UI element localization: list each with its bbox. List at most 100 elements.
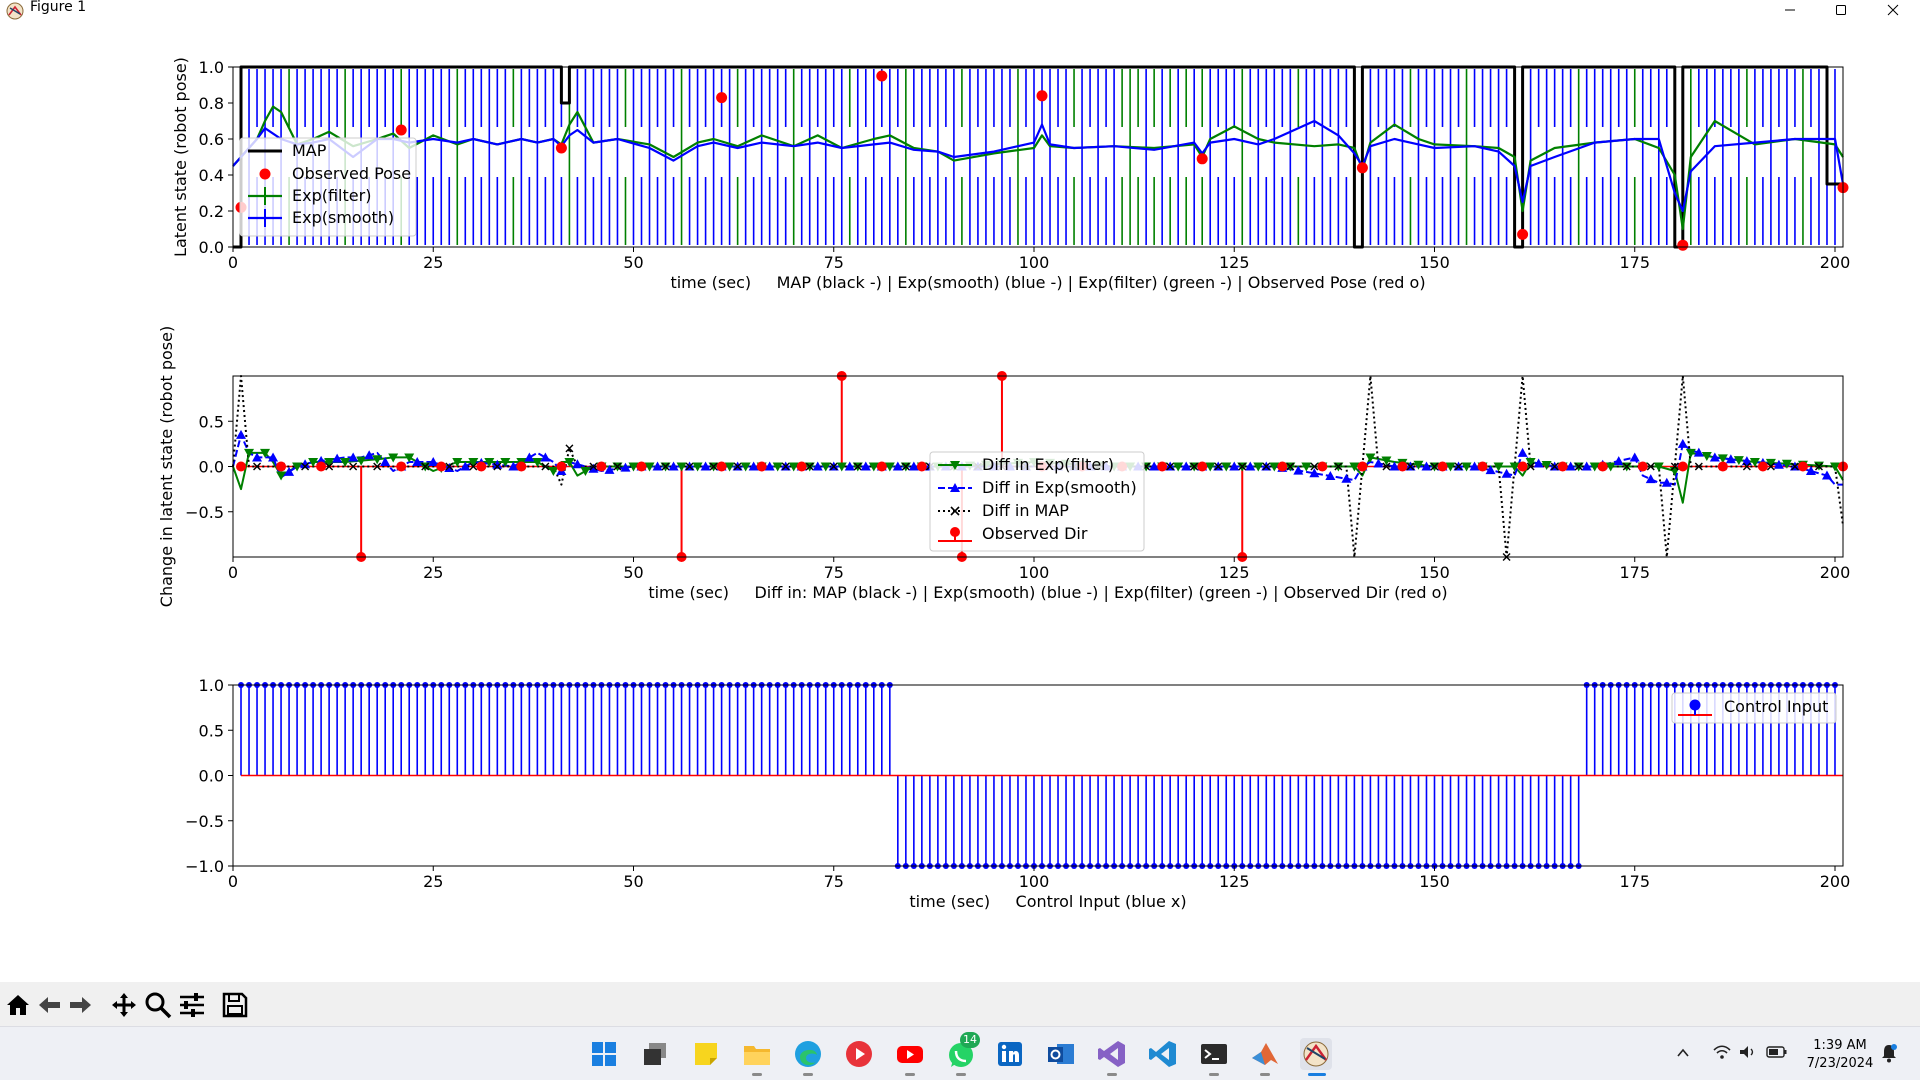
diff-map-marker <box>901 462 910 471</box>
diff-filter-marker <box>1717 454 1728 464</box>
diff-smooth-marker <box>1533 458 1544 468</box>
save-icon[interactable] <box>220 990 250 1020</box>
observed-pose-point <box>1196 153 1208 165</box>
x-tick-label: 125 <box>1219 253 1250 272</box>
diff-map-marker <box>853 462 862 471</box>
axis-ticks: 0 25 50 75 100 125 150 175 200 −1.0 −0.5 0.0 0.5 1.0 <box>185 676 1850 891</box>
diff-smooth-marker <box>604 464 615 474</box>
x-tick-label: 125 <box>1219 872 1250 891</box>
diff-filter-marker <box>676 462 687 472</box>
observed-pose-point <box>1517 228 1529 240</box>
diff-smooth-marker <box>1373 458 1384 468</box>
diff-smooth-marker <box>1581 461 1592 471</box>
whatsapp-icon[interactable] <box>945 1038 977 1070</box>
diff-smooth-marker <box>748 461 759 471</box>
diff-smooth-marker <box>1325 471 1336 481</box>
close-button[interactable] <box>1870 0 1916 26</box>
diff-smooth-marker <box>844 461 855 471</box>
wifi-icon[interactable] <box>1712 1043 1732 1061</box>
matlab-icon[interactable] <box>1249 1038 1281 1070</box>
linkedin-icon[interactable] <box>994 1038 1026 1070</box>
diff-filter-marker <box>1605 462 1616 472</box>
diff-smooth-marker <box>1341 473 1352 483</box>
diff-map-marker <box>1646 462 1655 471</box>
diff-filter-marker <box>1461 462 1472 472</box>
diff-filter-marker <box>644 462 655 472</box>
outlook-icon[interactable] <box>1045 1038 1077 1070</box>
diff-smooth-marker <box>332 453 343 463</box>
figure-app-icon[interactable] <box>1300 1038 1332 1070</box>
battery-icon[interactable] <box>1766 1044 1788 1060</box>
diff-map-marker <box>661 462 670 471</box>
observed-pose-point <box>1356 162 1368 174</box>
chevron-up-icon[interactable] <box>1675 1045 1691 1061</box>
youtube-icon[interactable] <box>894 1038 926 1070</box>
legend: Control Input <box>1671 692 1837 724</box>
diff-map-marker <box>829 462 838 471</box>
legend-entry: Exp(filter) <box>292 186 371 205</box>
start-icon[interactable] <box>588 1038 620 1070</box>
system-clock[interactable]: 1:39 AM 7/23/2024 <box>1800 1037 1880 1073</box>
zoom-icon[interactable] <box>143 990 173 1020</box>
x-tick-label: 175 <box>1619 563 1650 582</box>
diff-filter-marker <box>1701 451 1712 461</box>
x-tick-label: 50 <box>623 253 643 272</box>
axes-frame <box>232 66 1844 248</box>
diff-filter-marker <box>1509 462 1520 472</box>
observed-dir-point <box>1637 461 1648 472</box>
x-tick-label: 125 <box>1219 563 1250 582</box>
home-icon[interactable] <box>3 990 33 1020</box>
diff-map-marker <box>1286 462 1295 471</box>
diff-smooth-marker <box>1309 468 1320 478</box>
diff-filter-marker <box>1733 456 1744 466</box>
y-tick-label: −1.0 <box>185 857 224 876</box>
edge-icon[interactable] <box>792 1038 824 1070</box>
maximize-button[interactable] <box>1818 0 1864 26</box>
y-axis-label: Latent state (robot pose) <box>171 57 190 257</box>
legend-smooth-marker <box>950 483 960 492</box>
diff-smooth-marker <box>1629 452 1640 462</box>
vscode-icon[interactable] <box>1147 1038 1179 1070</box>
legend-observed-swatch <box>950 527 960 537</box>
observed-dir-point <box>636 461 647 472</box>
diff-smooth-marker <box>1725 454 1736 464</box>
file-explorer-icon[interactable] <box>741 1038 773 1070</box>
observed-dir-point <box>396 461 407 472</box>
media-player-icon[interactable] <box>843 1038 875 1070</box>
diff-filter-marker <box>276 471 287 481</box>
diff-smooth-marker <box>428 456 439 466</box>
sticky-notes-icon[interactable] <box>690 1038 722 1070</box>
configure-icon[interactable] <box>177 990 207 1020</box>
clock-time: 1:39 AM <box>1813 1038 1867 1053</box>
y-tick-label: 0.0 <box>199 767 224 786</box>
observed-dir-point <box>1397 461 1408 472</box>
diff-smooth-marker <box>252 452 263 462</box>
diff-filter-marker <box>1765 458 1776 468</box>
x-axis-label: time (sec) Diff in: MAP (black -) | Exp(… <box>648 583 1447 602</box>
diff-map-marker <box>1382 462 1391 471</box>
observed-dir-point <box>796 461 807 472</box>
legend-entry: Diff in Exp(filter) <box>982 455 1114 474</box>
diff-filter-marker <box>1445 462 1456 472</box>
observed-dir-point <box>436 461 447 472</box>
diff-filter-marker <box>484 457 495 467</box>
back-icon[interactable] <box>35 990 65 1020</box>
diff-map-marker <box>1574 462 1583 471</box>
diff-map-marker <box>709 462 718 471</box>
notification-bell-icon[interactable] <box>1880 1043 1898 1063</box>
diff-filter-marker <box>772 462 783 472</box>
x-tick-label: 100 <box>1019 872 1050 891</box>
volume-icon[interactable] <box>1738 1043 1756 1061</box>
x-tick-label: 175 <box>1619 253 1650 272</box>
diff-smooth-marker <box>860 461 871 471</box>
figure-app-icon <box>6 2 24 20</box>
forward-icon[interactable] <box>65 990 95 1020</box>
legend-entry: Diff in Exp(smooth) <box>982 478 1137 497</box>
task-view-icon[interactable] <box>639 1038 671 1070</box>
minimize-button[interactable] <box>1767 0 1813 26</box>
visual-studio-icon[interactable] <box>1096 1038 1128 1070</box>
terminal-icon[interactable] <box>1198 1038 1230 1070</box>
x-axis-label: time (sec) Control Input (blue x) <box>909 892 1186 911</box>
pan-icon[interactable] <box>109 990 139 1020</box>
diff-map-marker <box>733 462 742 471</box>
